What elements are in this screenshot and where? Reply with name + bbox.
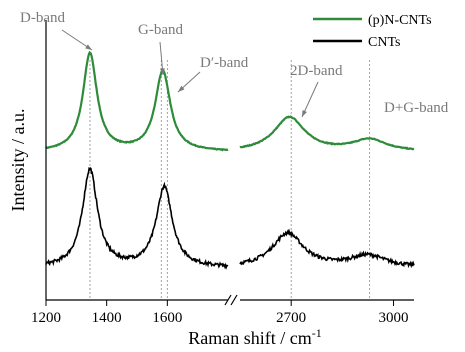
peak-guide-lines	[89, 60, 371, 300]
band-annotations: D-band G-band D′-band 2D-band D+G-band	[20, 10, 449, 118]
band-arrowhead	[302, 110, 307, 117]
x-tick-label: 1200	[31, 310, 61, 326]
band-label: 2D-band	[290, 63, 343, 79]
x-axis-title: Raman shift / cm-1	[188, 326, 321, 348]
band-label: D-band	[20, 10, 65, 26]
y-axis-title: Intensity / a.u.	[8, 109, 28, 212]
x-tick-label: 3000	[379, 310, 409, 326]
band-label: D+G-band	[384, 100, 449, 116]
series-line-cnts-segment	[239, 228, 415, 269]
series-line-pn-cnts-segment	[239, 115, 415, 151]
x-axis-title-superscript: -1	[312, 326, 322, 340]
axis-break-mark	[230, 294, 238, 306]
axis-break-mark	[224, 294, 232, 306]
series-line-pn-cnts-segment	[45, 50, 229, 152]
spectra	[45, 50, 415, 270]
x-tick-label: 1400	[92, 310, 122, 326]
band-arrowhead	[178, 85, 185, 92]
legend-label-cnts: CNTs	[368, 35, 400, 50]
axes	[45, 20, 414, 306]
series-line-cnts-segment	[45, 166, 229, 270]
x-tick-label: 2700	[276, 310, 306, 326]
x-ticks	[45, 300, 395, 306]
x-tick-labels: 1200 1400 1600 2700 3000	[31, 310, 409, 326]
band-label: D′-band	[200, 55, 249, 71]
legend-label-pn-cnts: (p)N-CNTs	[368, 13, 432, 28]
band-arrowhead	[160, 68, 165, 75]
band-arrowhead	[85, 44, 92, 50]
legend: (p)N-CNTs CNTs	[313, 13, 432, 50]
band-label: G-band	[138, 22, 183, 38]
x-tick-label: 1600	[152, 310, 182, 326]
x-axis-title-text: Raman shift / cm	[188, 328, 311, 348]
